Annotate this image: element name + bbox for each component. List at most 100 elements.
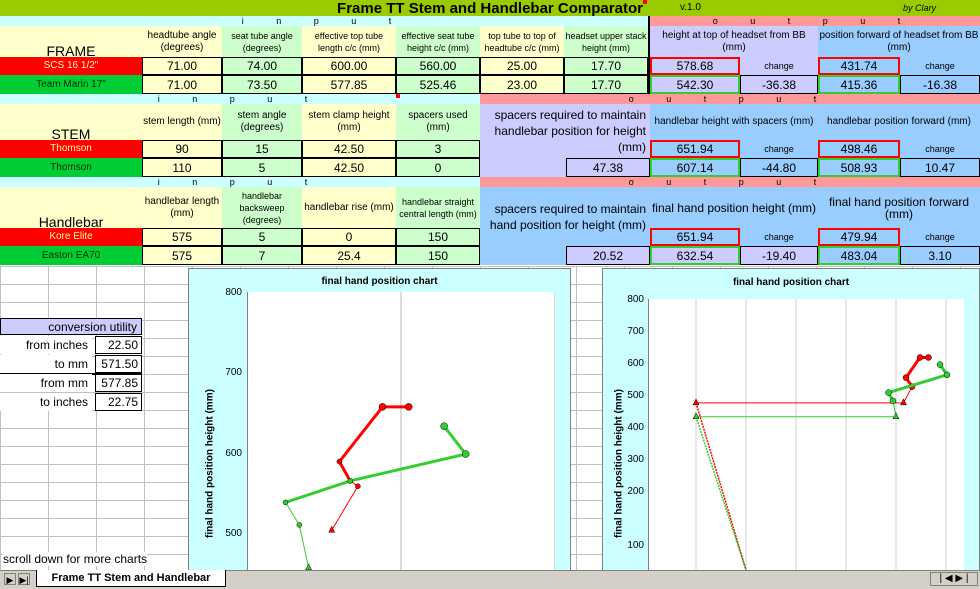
bar-row2-out-forward: 483.04 [818, 246, 900, 265]
stem-header-spacers: spacers used (mm) [396, 104, 480, 140]
frame-row1-cell[interactable]: 17.70 [564, 57, 648, 75]
green-point-marker [282, 499, 289, 506]
stem-out-header-forward: handlebar position forward (mm) [818, 104, 980, 140]
frame-row1-cell[interactable]: 71.00 [142, 57, 222, 75]
frame-row1-cell[interactable]: 560.00 [396, 57, 480, 75]
frame-row2-cell[interactable]: 71.00 [142, 75, 222, 94]
bar-out-header-forward: final hand position forward (mm) [818, 187, 980, 228]
bar-row1-cell[interactable]: 575 [142, 228, 222, 246]
chart1-ytick: 700 [225, 367, 242, 378]
bar-row1-cell[interactable]: 150 [396, 228, 480, 246]
bar-out-header-height: final hand position height (mm) [650, 187, 818, 228]
stem-row1-cell[interactable]: 3 [396, 140, 480, 158]
tab-scroll-last-icon[interactable]: ▶| [18, 573, 30, 585]
stem-row2-name: Thomson [0, 158, 142, 177]
sheet-tab-active[interactable]: Frame TT Stem and Handlebar [36, 570, 226, 587]
stem-row2-out-forward: 508.93 [818, 158, 900, 177]
bar-row2-cell[interactable]: 575 [142, 246, 222, 265]
red-point-marker [900, 398, 907, 406]
green-series-line [285, 425, 469, 504]
bar-row1-cell[interactable]: 0 [302, 228, 396, 246]
chart2-ytick: 400 [627, 422, 644, 433]
stem-row1-cell[interactable]: 42.50 [302, 140, 396, 158]
bar-row2-cell[interactable]: 150 [396, 246, 480, 265]
conv-label: from mm [0, 374, 92, 392]
tab-scroll-first-icon[interactable]: ▶ [4, 573, 16, 585]
frame-change-label: change [900, 57, 980, 75]
comment-marker [396, 94, 400, 98]
frame-header-headtube: headtube angle (degrees) [142, 26, 222, 57]
stem-row2-cell[interactable]: 42.50 [302, 158, 396, 177]
bar-change-label: change [740, 228, 818, 246]
chart1-ytick: 800 [225, 287, 242, 298]
frame-row2-out-height: 542.30 [650, 75, 740, 94]
stem-row1-out-forward: 498.46 [818, 140, 900, 158]
bar-header-length: handlebar length (mm) [142, 187, 222, 228]
bar-header-rise: handlebar rise (mm) [302, 187, 396, 228]
bar-change-label: change [900, 228, 980, 246]
chart1-plot [247, 292, 555, 570]
chart2-ytick: 300 [627, 454, 644, 465]
frame-row2-out-forward: 415.36 [818, 75, 900, 94]
conv-from-inches-value[interactable]: 22.50 [95, 336, 142, 354]
bar-output-band: o u t p u t [480, 177, 980, 187]
red-point-marker [355, 483, 361, 490]
stem-input-band: i n p u t [0, 94, 480, 104]
stem-row2-cell[interactable]: 5 [222, 158, 302, 177]
frame-row2-cell[interactable]: 577.85 [302, 75, 396, 94]
byline: by Clary [903, 3, 937, 13]
chart1-title: final hand position chart [321, 276, 438, 287]
frame-row2-cell[interactable]: 73.50 [222, 75, 302, 94]
bar-row2-out-height: 632.54 [650, 246, 740, 265]
plot-area [648, 299, 964, 570]
frame-row1-cell[interactable]: 25.00 [480, 57, 564, 75]
horizontal-scrollbar-arrows-icon[interactable]: | ◀ ▶ | [930, 572, 978, 586]
red-point-marker [378, 403, 387, 411]
green-point-marker [943, 371, 951, 379]
frame-row1-name: SCS 16 1/2" [0, 57, 142, 75]
bar-row1-cell[interactable]: 5 [222, 228, 302, 246]
green-point-marker [889, 397, 897, 405]
stem-row1-out-height: 651.94 [650, 140, 740, 158]
frame-output-band: o u t p u t [648, 16, 980, 26]
frame-row1-out-height: 578.68 [650, 57, 740, 75]
frame-row2-cell[interactable]: 17.70 [564, 75, 648, 94]
stem-change-label: change [900, 140, 980, 158]
frame-row2-cell[interactable]: 23.00 [480, 75, 564, 94]
frame-change-label: change [740, 57, 818, 75]
bar-row2-cell[interactable]: 25.4 [302, 246, 396, 265]
frame-row1-cell[interactable]: 600.00 [302, 57, 396, 75]
stem-row1-cell[interactable]: 15 [222, 140, 302, 158]
stem-row2-cell[interactable]: 110 [142, 158, 222, 177]
red-point-marker [925, 354, 932, 361]
chart1-ytick: 600 [225, 448, 242, 459]
bar-row1-out-height: 651.94 [650, 228, 740, 246]
green-point-marker [296, 522, 303, 528]
frame-out-header-height: height at top of headset from BB (mm) [650, 26, 818, 57]
bar-row2-cell[interactable]: 7 [222, 246, 302, 265]
frame-row2-cell[interactable]: 525.46 [396, 75, 480, 94]
frame-header-seattube-height: effective seat tube height c/c (mm) [396, 26, 480, 57]
chart1-ytick: 500 [225, 528, 242, 539]
stem-row2-cell[interactable]: 0 [396, 158, 480, 177]
chart2-title: final hand position chart [732, 277, 850, 288]
red-point-marker [902, 374, 910, 381]
red-point-marker [692, 398, 700, 406]
conv-label: to inches [0, 393, 92, 411]
green-point-marker [305, 563, 312, 570]
red-point-marker [336, 458, 343, 465]
red-point-marker [916, 354, 924, 361]
frame-header-tt-to-ht: top tube to top of headtube c/c (mm) [480, 26, 564, 57]
bar-row1-name: Kore Elite [0, 228, 142, 246]
stem-output-band: o u t p u t [480, 94, 980, 104]
red-point-marker [328, 525, 336, 533]
conversion-title: conversion utility [0, 318, 142, 335]
bar-out-spacer-pad [480, 246, 566, 265]
frame-out-header-forward: position forward of headset from BB (mm) [818, 26, 980, 57]
frame-row1-cell[interactable]: 74.00 [222, 57, 302, 75]
handlebar-label: Handlebar [0, 187, 142, 228]
green-point-marker [892, 412, 900, 419]
conv-from-mm-value[interactable]: 577.85 [95, 374, 142, 392]
bar-row2-change-height: -19.40 [740, 246, 818, 265]
stem-row1-cell[interactable]: 90 [142, 140, 222, 158]
